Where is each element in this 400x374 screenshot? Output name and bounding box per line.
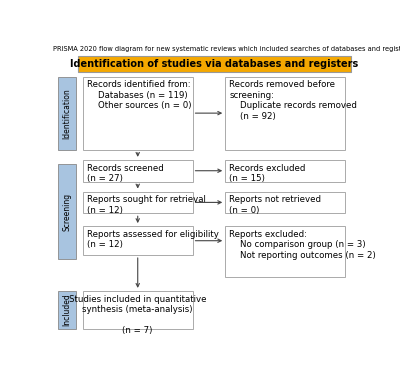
FancyBboxPatch shape: [82, 77, 193, 150]
FancyBboxPatch shape: [225, 77, 344, 150]
FancyBboxPatch shape: [82, 291, 193, 328]
FancyBboxPatch shape: [225, 226, 344, 277]
Text: Records screened
(n = 27): Records screened (n = 27): [86, 164, 163, 183]
FancyBboxPatch shape: [82, 226, 193, 255]
Text: Included: Included: [62, 294, 71, 326]
Text: Identification: Identification: [62, 88, 71, 139]
Text: Reports excluded:
    No comparison group (n = 3)
    Not reporting outcomes (n : Reports excluded: No comparison group (n…: [229, 230, 376, 260]
Text: Records identified from:
    Databases (n = 119)
    Other sources (n = 0): Records identified from: Databases (n = …: [86, 80, 191, 110]
FancyBboxPatch shape: [225, 192, 344, 213]
FancyBboxPatch shape: [82, 160, 193, 182]
FancyBboxPatch shape: [78, 55, 351, 72]
Text: Reports not retrieved
(n = 0): Reports not retrieved (n = 0): [229, 196, 321, 215]
Text: Screening: Screening: [62, 193, 71, 231]
Text: Studies included in quantitative
synthesis (meta-analysis)

(n = 7): Studies included in quantitative synthes…: [69, 295, 206, 335]
FancyBboxPatch shape: [58, 77, 76, 150]
Text: Records removed before
screening:
    Duplicate records removed
    (n = 92): Records removed before screening: Duplic…: [229, 80, 357, 120]
Text: Identification of studies via databases and registers: Identification of studies via databases …: [70, 59, 358, 69]
FancyBboxPatch shape: [82, 192, 193, 213]
Text: Reports assessed for eligibility
(n = 12): Reports assessed for eligibility (n = 12…: [86, 230, 218, 249]
Text: Reports sought for retrieval
(n = 12): Reports sought for retrieval (n = 12): [86, 196, 206, 215]
FancyBboxPatch shape: [225, 160, 344, 182]
FancyBboxPatch shape: [58, 291, 76, 328]
Text: PRISMA 2020 flow diagram for new systematic reviews which included searches of d: PRISMA 2020 flow diagram for new systema…: [53, 46, 400, 52]
Text: Records excluded
(n = 15): Records excluded (n = 15): [229, 164, 306, 183]
FancyBboxPatch shape: [58, 165, 76, 260]
